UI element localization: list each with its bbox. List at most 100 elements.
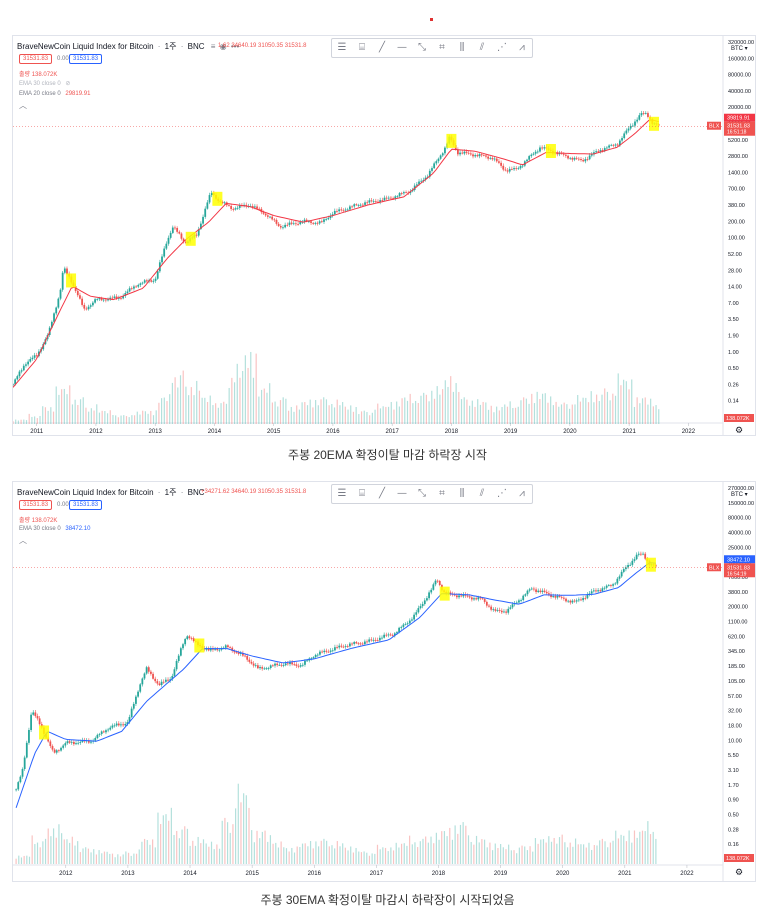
wave-icon[interactable]: ⩘: [519, 42, 525, 53]
pattern-icon[interactable]: ⋰: [497, 488, 507, 499]
y-tick-label: 80000.00: [728, 73, 751, 79]
symbol-tag-bg: [707, 121, 721, 130]
candle-body: [167, 237, 170, 244]
chart-canvas[interactable]: 320000.00 160000.00 80000.00 40000.00 20000.…: [13, 36, 755, 435]
volume-bar: [566, 847, 569, 864]
candle-body: [344, 646, 347, 647]
collapse-legend-icon[interactable]: ︿: [19, 101, 27, 110]
candle-body: [288, 222, 291, 225]
volume-bar: [414, 400, 417, 424]
candle-body: [89, 305, 92, 307]
sell-price-box[interactable]: 31531.83: [19, 500, 53, 510]
volume-bar: [218, 848, 221, 864]
fib-icon[interactable]: ⌸: [359, 42, 365, 53]
candle-body: [273, 219, 276, 221]
interval-label[interactable]: 1주: [164, 42, 177, 51]
candle-body: [252, 663, 255, 666]
volume-bar: [258, 396, 260, 424]
candle-body: [295, 664, 298, 666]
y-tick-label: 10.00: [728, 738, 742, 744]
more-icon[interactable]: •••: [230, 42, 240, 51]
candle-body: [250, 661, 253, 664]
buy-price-box[interactable]: 31531.83: [69, 54, 103, 64]
ema30-legend-hidden[interactable]: EMA 30 close 0 ⊘: [19, 81, 71, 87]
candle-body: [530, 154, 533, 157]
volume-legend[interactable]: 출량 138.072K: [19, 72, 58, 78]
trendline-icon[interactable]: ╱: [378, 488, 386, 499]
volume-bar: [307, 846, 309, 864]
ray-icon[interactable]: —: [397, 488, 407, 499]
volume-bar: [374, 853, 376, 864]
candle-body: [435, 161, 438, 164]
candle-body: [139, 684, 142, 692]
measure-icon[interactable]: ⫼: [459, 42, 465, 53]
ray-icon[interactable]: —: [397, 42, 407, 53]
collapse-legend-icon[interactable]: ︿: [19, 536, 27, 545]
volume-bar: [423, 392, 425, 424]
eye-icon[interactable]: ◉: [219, 42, 227, 51]
y-tick-label: 28.00: [728, 268, 742, 274]
buy-price-box[interactable]: 31531.83: [69, 500, 103, 510]
symbol-title[interactable]: BraveNewCoin Liquid Index for Bitcoin: [17, 488, 154, 497]
path-icon[interactable]: ⤡: [418, 488, 426, 499]
candle-body: [79, 741, 82, 743]
candle-body: [209, 648, 212, 651]
volume-bar: [512, 408, 514, 424]
ema-legend[interactable]: EMA 20 close 0 29819.91: [19, 91, 91, 97]
candle-body: [476, 155, 479, 157]
candle-body: [122, 724, 124, 726]
channel-icon[interactable]: ⫽: [479, 42, 485, 53]
ema-legend[interactable]: EMA 30 close 0 38472.10: [19, 526, 91, 532]
candle-body: [107, 299, 109, 301]
candle-body: [344, 209, 347, 211]
rectangle-icon[interactable]: ⌗: [439, 488, 445, 499]
volume-bar: [90, 408, 92, 424]
chart-canvas[interactable]: 270000.00 150000.00 80000.00 40000.00 25000.…: [13, 482, 755, 881]
candle-body: [391, 634, 394, 636]
channel-icon[interactable]: ⫽: [479, 488, 485, 499]
candle-body: [473, 598, 475, 600]
candle-body: [595, 590, 597, 592]
volume-bar: [245, 795, 247, 864]
path-icon[interactable]: ⤡: [418, 42, 426, 53]
horizontal-lines-icon[interactable]: ☰: [337, 488, 347, 499]
volume-bar: [109, 853, 111, 864]
volume-bar: [301, 843, 304, 864]
volume-bar: [596, 845, 598, 864]
symbol-tag-bg: [707, 563, 721, 572]
volume-bar: [574, 838, 577, 864]
volume-bar: [141, 841, 143, 864]
symbol-title[interactable]: BraveNewCoin Liquid Index for Bitcoin: [17, 42, 154, 51]
chart-panel-ema30[interactable]: 270000.00 150000.00 80000.00 40000.00 25000.…: [12, 481, 756, 882]
volume-legend[interactable]: 출량 138.072K: [19, 518, 58, 524]
list-icon[interactable]: ≡: [210, 42, 216, 51]
candle-body: [620, 571, 623, 577]
fib-icon[interactable]: ⌸: [359, 488, 365, 499]
candle-body: [282, 227, 284, 229]
interval-label[interactable]: 1주: [164, 488, 177, 497]
measure-icon[interactable]: ⫼: [459, 488, 465, 499]
volume-bar: [539, 399, 541, 424]
trendline-icon[interactable]: ╱: [378, 42, 386, 53]
volume-bar: [253, 842, 255, 864]
sell-price-box[interactable]: 31531.83: [19, 54, 53, 64]
candle-body: [316, 654, 319, 656]
pattern-icon[interactable]: ⋰: [497, 42, 507, 53]
candle-body: [477, 597, 480, 600]
volume-bar: [213, 849, 215, 864]
candle-body: [169, 232, 172, 238]
rectangle-icon[interactable]: ⌗: [439, 42, 445, 53]
candle-body: [297, 665, 300, 667]
highlight-box: [649, 116, 660, 131]
volume-bar: [114, 857, 116, 864]
candle-body: [299, 665, 302, 667]
horizontal-lines-icon[interactable]: ☰: [337, 42, 347, 53]
chart-panel-ema20[interactable]: 320000.00 160000.00 80000.00 40000.00 20000.…: [12, 35, 756, 436]
y-tick-label: 57.00: [728, 694, 742, 700]
volume-bar: [142, 410, 144, 424]
wave-icon[interactable]: ⩘: [519, 488, 525, 499]
candle-body: [575, 157, 578, 159]
candle-body: [305, 219, 308, 222]
candle-body: [81, 298, 84, 305]
candle-body: [640, 113, 643, 116]
